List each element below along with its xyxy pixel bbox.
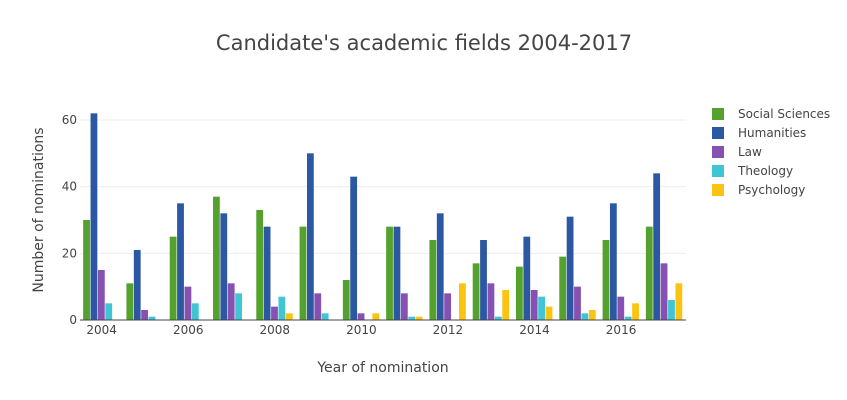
legend-label: Theology bbox=[737, 164, 793, 178]
bar[interactable] bbox=[133, 250, 141, 320]
y-tick-labels: 0 20 40 60 bbox=[62, 113, 77, 327]
bar[interactable] bbox=[141, 310, 149, 320]
x-tick-label: 2016 bbox=[606, 323, 637, 337]
bar[interactable] bbox=[263, 226, 271, 320]
bar[interactable] bbox=[609, 203, 617, 320]
bar[interactable] bbox=[566, 216, 574, 320]
y-tick-label: 0 bbox=[69, 313, 77, 327]
bar[interactable] bbox=[148, 316, 156, 320]
bar[interactable] bbox=[350, 176, 358, 320]
legend-swatch bbox=[712, 108, 724, 120]
x-tick-label: 2012 bbox=[433, 323, 464, 337]
bar[interactable] bbox=[516, 266, 523, 320]
legend-swatch bbox=[712, 127, 724, 139]
bar[interactable] bbox=[487, 283, 495, 320]
x-tick-label: 2014 bbox=[519, 323, 550, 337]
legend[interactable]: Social Sciences Humanities Law Theology Psyc… bbox=[712, 107, 830, 197]
legend-label: Psychology bbox=[738, 183, 805, 197]
bar[interactable] bbox=[372, 313, 380, 320]
bar[interactable] bbox=[415, 316, 423, 320]
y-tick-label: 20 bbox=[62, 246, 77, 260]
y-gridlines bbox=[80, 119, 686, 254]
legend-item[interactable]: Theology bbox=[712, 164, 793, 178]
legend-item[interactable]: Social Sciences bbox=[712, 107, 830, 121]
bar[interactable] bbox=[342, 280, 350, 320]
bar[interactable] bbox=[408, 316, 416, 320]
bar[interactable] bbox=[653, 173, 661, 320]
bar[interactable] bbox=[538, 296, 545, 320]
x-tick-label: 2006 bbox=[173, 323, 204, 337]
bar[interactable] bbox=[169, 236, 177, 320]
bars bbox=[83, 113, 683, 320]
bar[interactable] bbox=[545, 306, 553, 320]
bar[interactable] bbox=[502, 290, 510, 320]
bar[interactable] bbox=[278, 296, 286, 320]
bar[interactable] bbox=[256, 210, 264, 320]
bar[interactable] bbox=[299, 226, 307, 320]
bar[interactable] bbox=[271, 306, 278, 320]
bar[interactable] bbox=[444, 293, 452, 320]
bar[interactable] bbox=[386, 226, 393, 320]
bar[interactable] bbox=[393, 226, 401, 320]
legend-label: Social Sciences bbox=[738, 107, 830, 121]
bar[interactable] bbox=[675, 283, 683, 320]
y-tick-label: 40 bbox=[62, 180, 77, 194]
bar[interactable] bbox=[227, 283, 235, 320]
y-tick-label: 60 bbox=[62, 113, 77, 127]
legend-swatch bbox=[712, 146, 724, 158]
bar[interactable] bbox=[235, 293, 242, 320]
bar[interactable] bbox=[617, 296, 625, 320]
bar[interactable] bbox=[624, 316, 632, 320]
bar[interactable] bbox=[632, 303, 639, 320]
bar[interactable] bbox=[97, 270, 105, 320]
bar[interactable] bbox=[530, 290, 538, 320]
bar[interactable] bbox=[602, 240, 610, 320]
bar[interactable] bbox=[645, 226, 653, 320]
y-axis-title: Number of nominations bbox=[31, 127, 47, 292]
bar[interactable] bbox=[105, 303, 113, 320]
bar[interactable] bbox=[459, 283, 466, 320]
x-tick-label: 2004 bbox=[86, 323, 117, 337]
legend-swatch bbox=[712, 184, 724, 196]
bar[interactable] bbox=[494, 316, 502, 320]
bar[interactable] bbox=[213, 196, 220, 320]
bar[interactable] bbox=[285, 313, 293, 320]
bar[interactable] bbox=[581, 313, 589, 320]
chart-title: Candidate's academic fields 2004-2017 bbox=[216, 31, 632, 55]
bar[interactable] bbox=[668, 300, 675, 320]
bar[interactable] bbox=[574, 286, 581, 320]
bar[interactable] bbox=[472, 263, 480, 320]
legend-label: Law bbox=[738, 145, 762, 159]
x-tick-label: 2008 bbox=[260, 323, 291, 337]
bar[interactable] bbox=[184, 286, 192, 320]
bar[interactable] bbox=[588, 310, 596, 320]
x-axis-title: Year of nomination bbox=[316, 360, 448, 376]
bar[interactable] bbox=[400, 293, 408, 320]
bar[interactable] bbox=[191, 303, 199, 320]
bar[interactable] bbox=[357, 313, 365, 320]
bar[interactable] bbox=[126, 283, 134, 320]
bar[interactable] bbox=[480, 240, 487, 320]
bar[interactable] bbox=[436, 213, 444, 320]
bar[interactable] bbox=[559, 256, 567, 320]
bar[interactable] bbox=[306, 153, 314, 320]
x-tick-labels: 2004 2006 2008 2010 2012 2014 2016 bbox=[86, 323, 636, 337]
bar[interactable] bbox=[220, 213, 228, 320]
bar[interactable] bbox=[90, 113, 98, 320]
bar[interactable] bbox=[660, 263, 668, 320]
bar[interactable] bbox=[523, 236, 531, 320]
legend-label: Humanities bbox=[738, 126, 806, 140]
bar[interactable] bbox=[321, 313, 329, 320]
legend-item[interactable]: Psychology bbox=[712, 183, 805, 197]
bar[interactable] bbox=[83, 220, 90, 320]
x-tick-label: 2010 bbox=[346, 323, 377, 337]
legend-swatch bbox=[712, 165, 724, 177]
bar[interactable] bbox=[177, 203, 184, 320]
legend-item[interactable]: Humanities bbox=[712, 126, 806, 140]
legend-item[interactable]: Law bbox=[712, 145, 762, 159]
bar[interactable] bbox=[429, 240, 437, 320]
bar[interactable] bbox=[314, 293, 322, 320]
